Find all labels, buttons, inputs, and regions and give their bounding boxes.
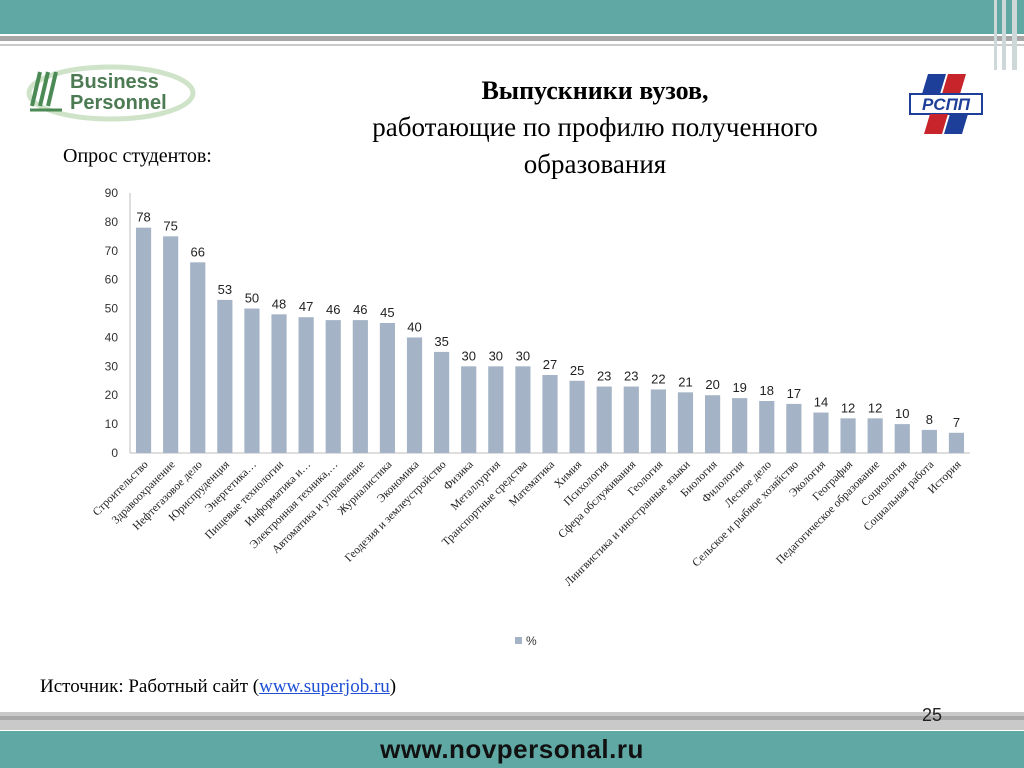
source-prefix: Источник: Работный сайт ( xyxy=(40,676,260,697)
data-label: 7 xyxy=(953,415,960,430)
data-label: 25 xyxy=(570,363,584,378)
bar xyxy=(406,337,423,453)
bar xyxy=(379,323,396,453)
bar xyxy=(325,320,341,453)
logo-mark-icon xyxy=(26,64,196,122)
logo-line2: Personnel xyxy=(70,92,167,114)
legend-swatch xyxy=(515,637,522,644)
data-label: 47 xyxy=(299,299,313,314)
y-tick-label: 80 xyxy=(105,215,119,229)
footer-band xyxy=(0,731,1024,768)
data-label: 10 xyxy=(895,406,909,421)
bar xyxy=(542,375,558,453)
data-label: 48 xyxy=(272,296,286,311)
bar xyxy=(515,366,531,453)
bar xyxy=(163,236,179,453)
bar xyxy=(217,299,233,453)
bar xyxy=(813,412,829,453)
data-label: 14 xyxy=(814,395,828,410)
survey-label: Опрос студентов: xyxy=(63,145,212,167)
page-number: 25 xyxy=(922,705,943,725)
bar xyxy=(677,392,694,453)
bar-chart: 010203040506070809078Строительство75Здра… xyxy=(91,186,970,648)
data-label: 19 xyxy=(732,380,746,395)
data-label: 35 xyxy=(434,334,448,349)
bar xyxy=(352,320,368,453)
bar xyxy=(732,398,748,453)
header-band xyxy=(0,0,1024,34)
data-label: 23 xyxy=(597,369,611,384)
data-label: 50 xyxy=(245,291,259,306)
data-label: 66 xyxy=(191,244,205,259)
bar xyxy=(461,366,477,453)
y-tick-label: 10 xyxy=(105,417,119,431)
data-label: 20 xyxy=(705,377,719,392)
bar xyxy=(704,395,721,453)
logo-text: Business Personnel xyxy=(70,72,167,114)
bar xyxy=(434,351,450,453)
bar xyxy=(271,314,287,453)
data-label: 22 xyxy=(651,371,665,386)
footer-divider xyxy=(0,712,1024,730)
source-note: Источник: Работный сайт (www.superjob.ru… xyxy=(40,676,396,698)
data-label: 45 xyxy=(380,305,394,320)
data-label: 30 xyxy=(461,348,475,363)
data-label: 8 xyxy=(926,412,933,427)
slide-title: Выпускники вузов, работающие по профилю … xyxy=(300,74,920,182)
footer-divider-dark xyxy=(0,716,1024,720)
bar xyxy=(759,401,775,453)
legend-label: % xyxy=(526,634,537,648)
bar xyxy=(894,424,910,453)
data-label: 46 xyxy=(326,302,340,317)
y-tick-label: 30 xyxy=(105,359,119,373)
data-label: 12 xyxy=(841,400,855,415)
data-label: 75 xyxy=(163,218,177,233)
y-tick-label: 70 xyxy=(105,244,119,258)
bar xyxy=(867,418,883,453)
bar xyxy=(244,308,260,453)
y-tick-label: 60 xyxy=(105,273,119,287)
bar xyxy=(948,432,965,453)
source-link[interactable]: www.superjob.ru xyxy=(259,676,390,697)
source-suffix: ) xyxy=(389,676,397,697)
data-label: 46 xyxy=(353,302,367,317)
data-label: 12 xyxy=(868,400,882,415)
header-decor-stripes xyxy=(990,0,1024,70)
bar xyxy=(840,418,856,453)
bar xyxy=(650,389,666,453)
y-tick-label: 90 xyxy=(105,186,119,200)
bar xyxy=(921,429,937,453)
bar xyxy=(596,386,612,453)
header-divider xyxy=(0,36,1024,41)
data-label: 27 xyxy=(543,357,557,372)
bar xyxy=(298,317,314,453)
data-label: 21 xyxy=(678,374,692,389)
bar xyxy=(569,380,585,453)
bar xyxy=(786,403,802,453)
data-label: 17 xyxy=(787,386,801,401)
y-tick-label: 50 xyxy=(105,302,119,316)
footer-url: www.novpersonal.ru xyxy=(380,734,644,764)
title-line3: образования xyxy=(523,149,667,179)
title-line2: работающие по профилю полученного xyxy=(372,112,818,142)
data-label: 18 xyxy=(760,383,774,398)
bar xyxy=(623,386,639,453)
y-tick-label: 20 xyxy=(105,388,119,402)
data-label: 78 xyxy=(136,210,150,225)
data-label: 40 xyxy=(407,319,421,334)
bar xyxy=(488,366,504,453)
rspp-logo: РСПП xyxy=(909,74,983,134)
data-label: 53 xyxy=(218,282,232,297)
bar xyxy=(190,262,206,453)
title-line1: Выпускники вузов, xyxy=(481,76,709,105)
y-tick-label: 0 xyxy=(111,446,118,460)
rspp-logo-text: РСПП xyxy=(922,95,971,114)
data-label: 30 xyxy=(489,348,503,363)
y-tick-label: 40 xyxy=(105,330,119,344)
data-label: 30 xyxy=(516,348,530,363)
data-label: 23 xyxy=(624,369,638,384)
logo-line1: Business xyxy=(70,71,159,93)
bar xyxy=(135,227,152,453)
header-divider-thin xyxy=(0,44,1024,46)
